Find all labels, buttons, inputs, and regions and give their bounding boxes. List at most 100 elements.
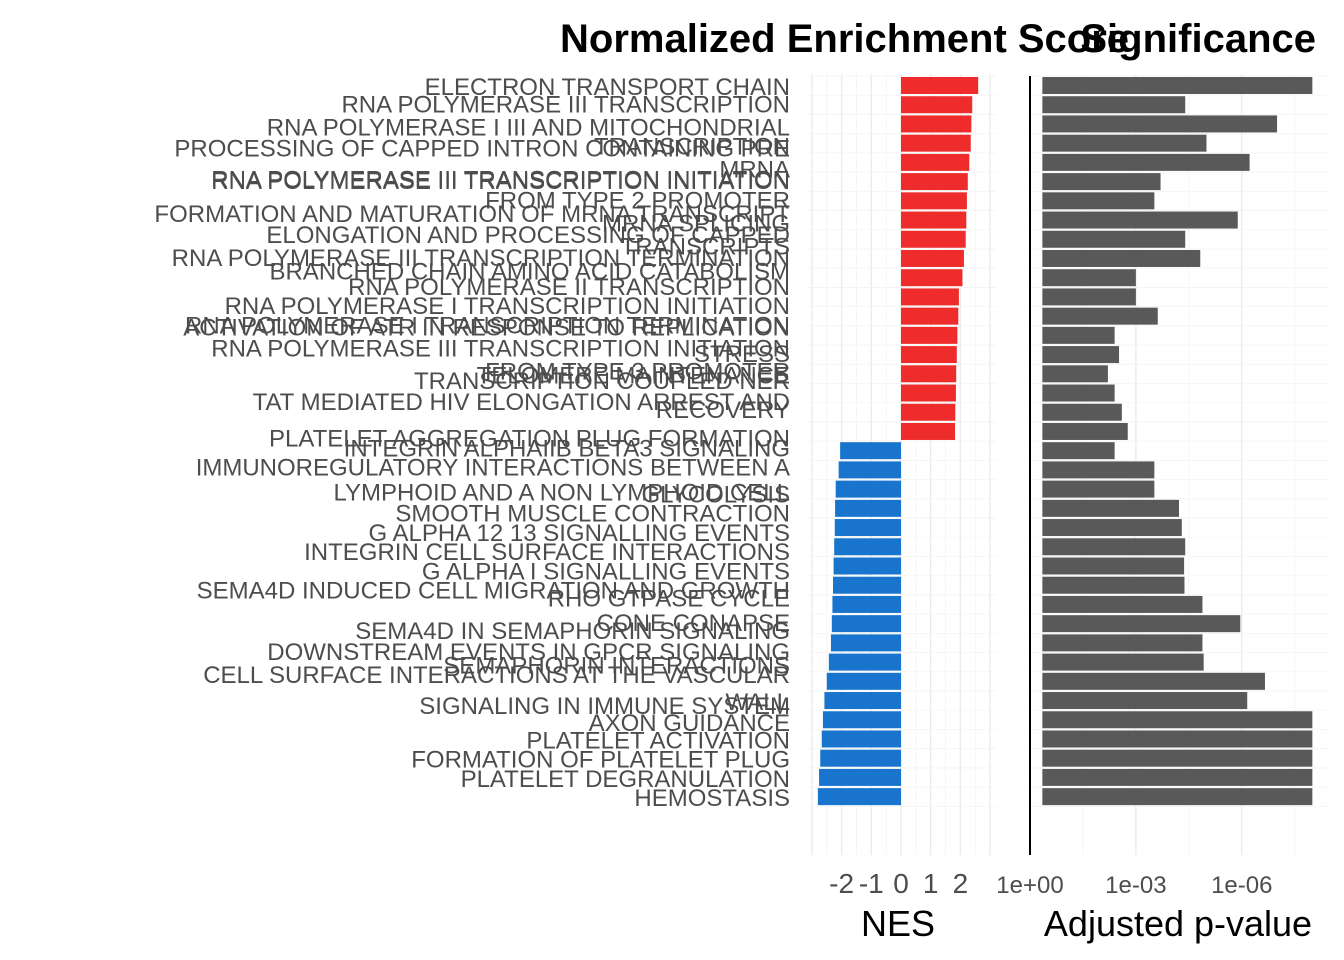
significance-tick-labels: 1e+00 1e-03 1e-06 <box>996 872 1272 899</box>
significance-bar <box>1042 115 1278 133</box>
nes-panel: -2 -1 0 1 2 Normalized Enrichment Score NES <box>560 17 1129 944</box>
pathway-label: MRNA <box>719 157 790 184</box>
significance-bar <box>1042 307 1158 325</box>
significance-bar <box>1042 365 1108 383</box>
nes-bars <box>817 77 979 806</box>
significance-bars <box>1042 77 1313 806</box>
pathway-label: IMMUNOREGULATORY INTERACTIONS BETWEEN A <box>196 455 790 482</box>
pathway-label: RNA POLYMERASE III TRANSCRIPTION INITIAT… <box>211 166 790 193</box>
significance-bar <box>1042 788 1313 806</box>
nes-bar <box>901 77 979 94</box>
nes-bar <box>901 249 964 267</box>
nes-bar <box>819 768 901 786</box>
nes-bar <box>901 307 959 325</box>
pathway-label: DOWNSTREAM EVENTS IN GPCR SIGNALING <box>267 639 790 666</box>
nes-bar <box>901 211 967 229</box>
significance-bar <box>1042 615 1241 633</box>
significance-bar <box>1042 442 1115 460</box>
nes-bar <box>824 692 901 710</box>
significance-bar <box>1042 230 1186 248</box>
pathway-label: FORMATION OF PLATELET PLUG <box>411 747 790 774</box>
nes-bar <box>831 615 901 633</box>
significance-bar <box>1042 749 1313 767</box>
nes-bar <box>901 173 968 191</box>
pathway-label: RNA POLYMERASE II TRANSCRIPTION <box>348 274 790 301</box>
pathway-label: WALL <box>726 689 790 716</box>
nes-bar <box>901 115 972 133</box>
nes-bar <box>817 788 901 806</box>
pathway-label: TRANSCRIPTION COUPLED NER <box>414 368 790 395</box>
nes-tick-label: -2 <box>829 868 854 899</box>
pathway-label: FROM TYPE 3 PROMOTER <box>485 358 790 385</box>
nes-bar <box>901 192 967 210</box>
pathway-label: GLYCOLYSIS <box>642 481 791 508</box>
significance-panel: 1e+00 1e-03 1e-06 Significance Adjusted p-… <box>996 17 1330 944</box>
significance-bar <box>1042 519 1182 537</box>
significance-bar <box>1042 269 1136 287</box>
pathway-label: MRNA SPLICING <box>602 210 790 237</box>
nes-bar <box>834 538 901 556</box>
pathway-label: RNA POLYMERASE III TRANSCRIPTION TERMINA… <box>172 245 790 272</box>
nes-bar <box>840 442 901 460</box>
pathway-label: CELL SURFACE INTERACTIONS AT THE VASCULA… <box>203 662 790 689</box>
nes-tick-label: 2 <box>953 868 969 899</box>
nes-bar <box>901 153 970 171</box>
significance-tick-label: 1e+00 <box>996 872 1063 899</box>
significance-bar <box>1042 422 1128 440</box>
nes-bar <box>838 461 901 479</box>
pathway-label: TELOMERE MAINTENANCE <box>477 362 790 389</box>
pathway-label: SMOOTH MUSCLE CONTRACTION <box>395 501 790 528</box>
nes-tick-label: -1 <box>859 868 884 899</box>
significance-bar <box>1042 653 1204 671</box>
nes-bar <box>820 749 901 767</box>
pathway-label: FROM TYPE 2 PROMOTER <box>485 187 790 214</box>
nes-bar <box>901 96 973 114</box>
nes-bar <box>828 653 901 671</box>
significance-bar <box>1042 557 1185 575</box>
pathway-label: ACTIVATION OF ATR IN RESPONSE TO REPLICA… <box>183 314 790 341</box>
significance-bar <box>1042 634 1203 652</box>
significance-tick-label: 1e-06 <box>1211 872 1272 899</box>
nes-tick-label: 1 <box>923 868 939 899</box>
significance-bar <box>1042 692 1248 710</box>
significance-bar <box>1042 461 1155 479</box>
pathway-label: PLATELET ACTIVATION <box>526 727 790 754</box>
nes-panel-title: Normalized Enrichment Score <box>560 17 1129 61</box>
pathway-label: RNA POLYMERASE III TRANSCRIPTION INITIAT… <box>211 168 790 195</box>
nes-bar <box>901 422 956 440</box>
nes-tick-label: 0 <box>893 868 909 899</box>
nes-bar <box>901 230 966 248</box>
nes-axis-title: NES <box>861 903 935 944</box>
pathway-label: TRANSCRIPTION <box>594 134 790 161</box>
nes-bar <box>901 346 957 364</box>
significance-bar <box>1042 249 1201 267</box>
significance-bar <box>1042 153 1250 171</box>
pathway-label: STRESS <box>694 341 790 368</box>
nes-tick-labels: -2 -1 0 1 2 <box>829 868 968 899</box>
significance-bar <box>1042 77 1313 94</box>
nes-bar <box>833 576 901 594</box>
pathway-label: RNA POLYMERASE I III AND MITOCHONDRIAL <box>267 114 790 141</box>
pathway-label: PLATELET AGGREGATION PLUG FORMATION <box>269 426 790 453</box>
significance-bar <box>1042 538 1186 556</box>
pathway-label: SEMA4D IN SEMAPHORIN SIGNALING <box>355 618 790 645</box>
pathway-label: AXON GUIDANCE <box>589 710 790 737</box>
pathway-label: PLATELET DEGRANULATION <box>461 766 790 793</box>
nes-bar <box>901 134 971 152</box>
nes-bar <box>901 326 958 344</box>
significance-bar <box>1042 499 1180 517</box>
nes-bar <box>822 711 901 729</box>
pathway-label: BRANCHED CHAIN AMINO ACID CATABOLISM <box>269 259 790 286</box>
nes-bar <box>835 499 901 517</box>
nes-bar <box>834 519 901 537</box>
pathway-label: FORMATION AND MATURATION OF MRNA TRANSCR… <box>154 201 790 228</box>
pathway-label: PROCESSING OF CAPPED INTRON CONTAINING P… <box>174 136 790 163</box>
nes-bar <box>901 288 959 306</box>
significance-bar <box>1042 672 1265 690</box>
significance-bar <box>1042 326 1115 344</box>
significance-bar <box>1042 384 1115 402</box>
pathway-label: RNA POLYMERASE III TRANSCRIPTION <box>341 91 790 118</box>
nes-bar <box>901 269 963 287</box>
